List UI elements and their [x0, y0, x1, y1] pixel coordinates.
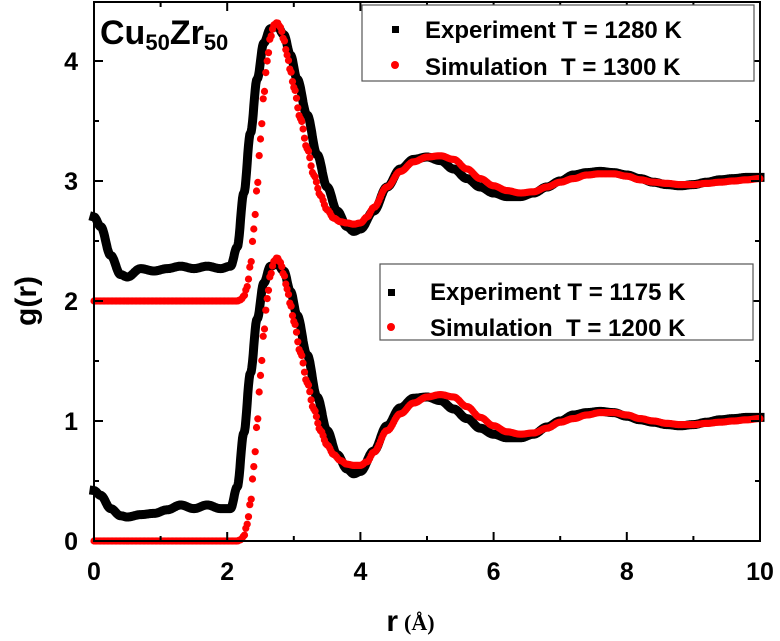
legend-lower-simulation: Simulation T = 1200 K	[430, 315, 686, 342]
legend-square-marker	[392, 26, 399, 33]
x-axis-ticks: 0 2 4 6 8 10	[87, 2, 774, 586]
x-axis-title: r	[386, 605, 398, 638]
legend-upper-simulation: Simulation T = 1300 K	[425, 54, 681, 81]
y-axis-title: g(r)	[10, 276, 43, 326]
x-tick-label: 2	[220, 558, 234, 586]
simulation-series	[90, 254, 764, 545]
x-tick-label: 10	[746, 558, 774, 586]
legend-circle-marker	[387, 323, 395, 331]
legend-lower-experiment: Experiment T = 1175 K	[430, 279, 686, 306]
x-tick-label: 0	[87, 558, 101, 586]
legend-upper-experiment: Experiment T = 1280 K	[425, 17, 682, 44]
simulation-series	[90, 19, 764, 305]
legend-square-marker	[388, 289, 395, 296]
x-tick-label: 8	[620, 558, 634, 586]
y-tick-label: 1	[64, 408, 78, 436]
legend-upper: Experiment T = 1280 K Simulation T = 130…	[361, 4, 755, 82]
y-tick-label: 4	[64, 48, 78, 76]
legend-upper-box	[361, 4, 755, 82]
y-axis-ticks: 0 1 2 3 4	[64, 48, 760, 556]
y-tick-label: 3	[64, 168, 78, 196]
x-tick-label: 6	[487, 558, 501, 586]
y-tick-label: 2	[64, 288, 78, 316]
plot-area	[88, 19, 765, 545]
x-axis-unit: (Å)	[404, 610, 435, 635]
legend-lower-box	[379, 263, 754, 341]
legend-circle-marker	[391, 61, 399, 69]
chart-title: Cu50Zr50	[100, 14, 228, 55]
y-tick-label: 0	[64, 528, 78, 556]
legend-lower: Experiment T = 1175 K Simulation T = 120…	[379, 263, 754, 342]
x-tick-label: 4	[353, 558, 367, 586]
